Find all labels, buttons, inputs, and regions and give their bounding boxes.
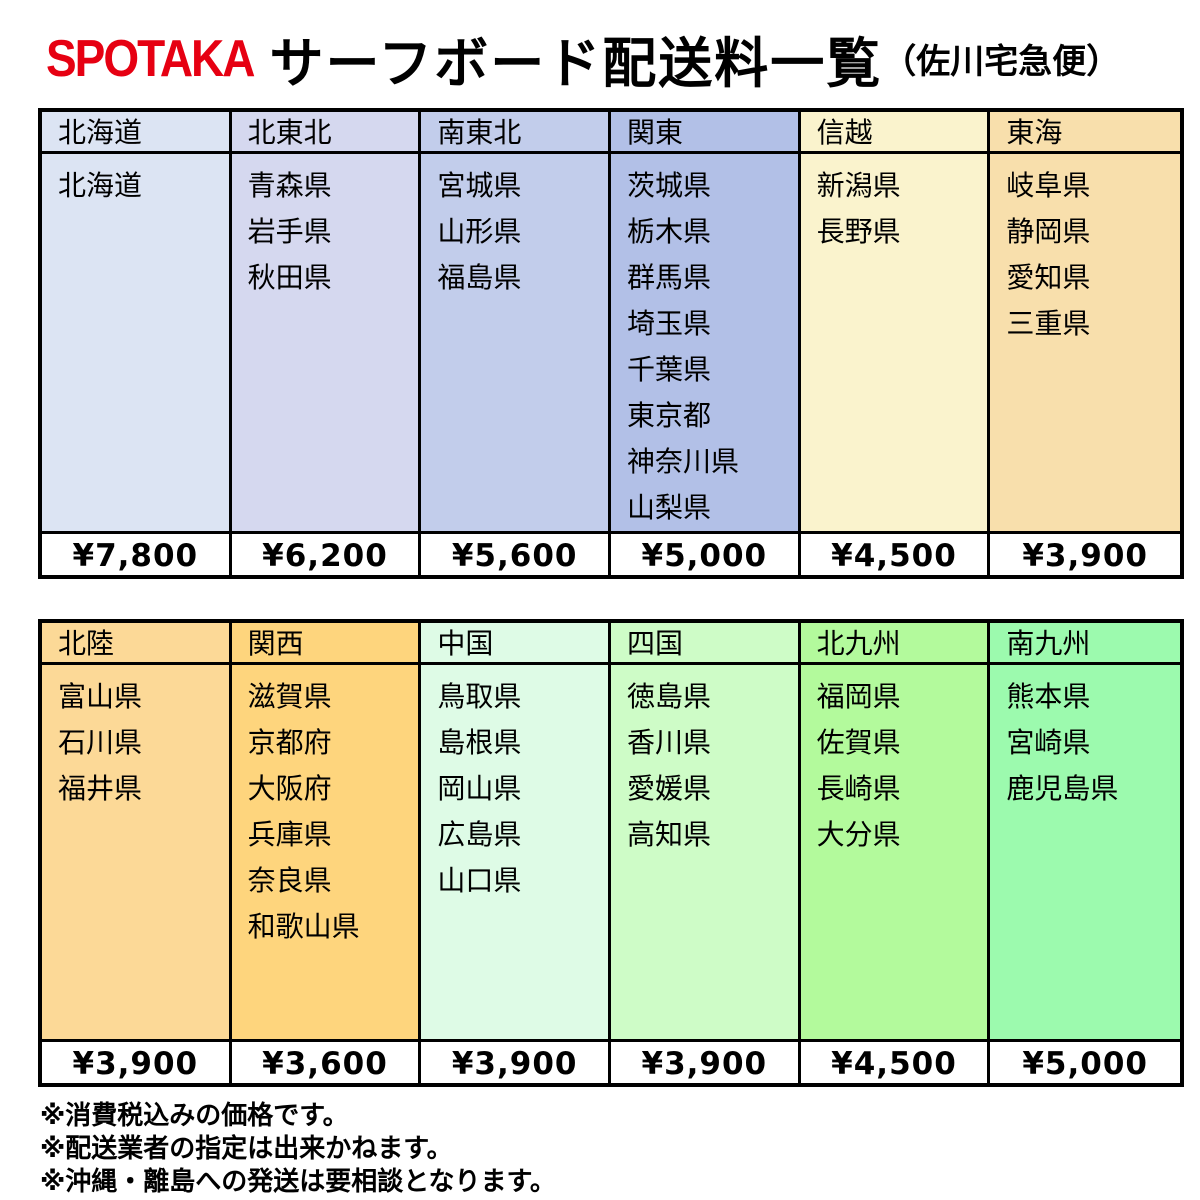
note-line: ※配送業者の指定は出来かねます。 (40, 1133, 453, 1163)
prefecture-list: 鳥取県 島根県 岡山県 広島県 山口県 (437, 681, 522, 896)
region-header: 南東北 (421, 112, 608, 154)
region-header: 信越 (800, 112, 988, 154)
region-column-minami-tohoku: 南東北 宮城県 山形県 福島県 ¥5,600 (421, 112, 611, 575)
note-line: ※沖縄・離島への発送は要相談となります。 (40, 1166, 556, 1196)
region-header: 北東北 (231, 112, 419, 154)
footnotes: ※消費税込みの価格です。 ※配送業者の指定は出来かねます。 ※沖縄・離島への発送… (40, 1099, 1200, 1198)
region-column-minami-kyushu: 南九州 熊本県 宮崎県 鹿児島県 ¥5,000 (990, 623, 1180, 1083)
region-column-kansai: 関西 滋賀県 京都府 大阪府 兵庫県 奈良県 和歌山県 ¥3,600 (231, 623, 422, 1083)
region-column-chugoku: 中国 鳥取県 島根県 岡山県 広島県 山口県 ¥3,900 (421, 623, 611, 1083)
price-cell: ¥7,800 (42, 531, 229, 575)
region-header: 北陸 (42, 623, 229, 665)
prefecture-list: 新潟県 長野県 (816, 170, 901, 247)
price-cell: ¥4,500 (800, 1039, 988, 1083)
page-title: サーフボード配送料一覧 (269, 33, 883, 94)
region-header: 中国 (421, 623, 608, 665)
price-cell: ¥3,600 (231, 1039, 419, 1083)
fee-table-west-japan: 北陸 富山県 石川県 福井県 ¥3,900 関西 滋賀県 京都府 大阪府 兵庫県… (38, 619, 1184, 1087)
prefecture-list: 滋賀県 京都府 大阪府 兵庫県 奈良県 和歌山県 (247, 681, 360, 942)
prefecture-list: 青森県 岩手県 秋田県 (247, 170, 332, 293)
page-header: SPOTAKA サーフボード配送料一覧 （佐川宅急便） (0, 0, 1200, 94)
region-header: 東海 (990, 112, 1180, 154)
region-column-tokai: 東海 岐阜県 静岡県 愛知県 三重県 ¥3,900 (990, 112, 1180, 575)
price-cell: ¥3,900 (611, 1039, 798, 1083)
fee-table-east-japan: 北海道 北海道 ¥7,800 北東北 青森県 岩手県 秋田県 ¥6,200 南東… (38, 108, 1184, 579)
spotaka-logo: SPOTAKA (46, 28, 255, 88)
region-header: 関西 (231, 623, 419, 665)
region-column-shikoku: 四国 徳島県 香川県 愛媛県 高知県 ¥3,900 (611, 623, 801, 1083)
prefecture-list: 福岡県 佐賀県 長崎県 大分県 (816, 681, 901, 850)
prefecture-list: 徳島県 香川県 愛媛県 高知県 (627, 681, 712, 850)
price-cell: ¥5,600 (421, 531, 608, 575)
prefecture-list: 宮城県 山形県 福島県 (437, 170, 522, 293)
price-cell: ¥3,900 (421, 1039, 608, 1083)
price-cell: ¥5,000 (611, 531, 798, 575)
region-column-hokuriku: 北陸 富山県 石川県 福井県 ¥3,900 (42, 623, 232, 1083)
prefecture-list: 茨城県 栃木県 群馬県 埼玉県 千葉県 東京都 神奈川県 山梨県 (627, 170, 740, 523)
region-header: 北九州 (800, 623, 988, 665)
region-column-kita-kyushu: 北九州 福岡県 佐賀県 長崎県 大分県 ¥4,500 (800, 623, 991, 1083)
price-cell: ¥4,500 (800, 531, 988, 575)
prefecture-list: 北海道 (58, 170, 143, 201)
price-cell: ¥3,900 (42, 1039, 229, 1083)
note-line: ※消費税込みの価格です。 (40, 1100, 349, 1130)
region-header: 関東 (611, 112, 798, 154)
region-header: 四国 (611, 623, 798, 665)
prefecture-list: 熊本県 宮崎県 鹿児島県 (1006, 681, 1119, 804)
region-column-shinetsu: 信越 新潟県 長野県 ¥4,500 (800, 112, 991, 575)
price-cell: ¥6,200 (231, 531, 419, 575)
prefecture-list: 岐阜県 静岡県 愛知県 三重県 (1006, 170, 1091, 339)
prefecture-list: 富山県 石川県 福井県 (58, 681, 143, 804)
region-header: 北海道 (42, 112, 229, 154)
price-cell: ¥3,900 (990, 531, 1180, 575)
region-header: 南九州 (990, 623, 1180, 665)
page-subtitle: （佐川宅急便） (882, 42, 1121, 81)
region-column-hokkaido: 北海道 北海道 ¥7,800 (42, 112, 232, 575)
region-column-kita-tohoku: 北東北 青森県 岩手県 秋田県 ¥6,200 (231, 112, 422, 575)
region-column-kanto: 関東 茨城県 栃木県 群馬県 埼玉県 千葉県 東京都 神奈川県 山梨県 ¥5,0… (611, 112, 801, 575)
price-cell: ¥5,000 (990, 1039, 1180, 1083)
